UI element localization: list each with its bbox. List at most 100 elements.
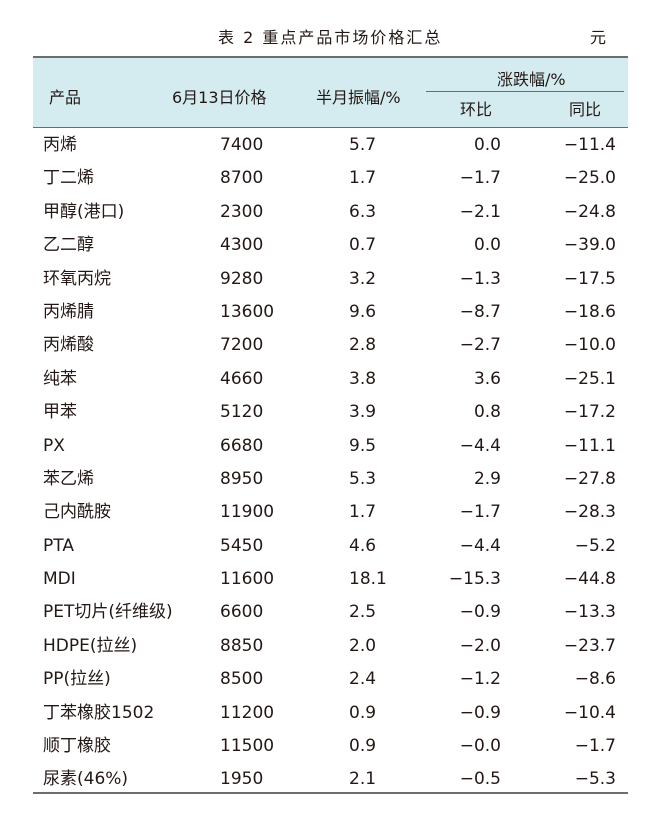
cell-product: HDPE(拉丝) (43, 635, 138, 656)
header-amplitude: 半月振幅/% (316, 88, 401, 107)
cell-price: 11500 (220, 736, 275, 757)
cell-yoy: −24.8 (563, 201, 616, 222)
cell-product: PP(拉丝) (43, 669, 111, 690)
cell-price: 11600 (220, 569, 275, 590)
bottom-rule (33, 792, 628, 794)
table-caption: 表 2 重点产品市场价格汇总 元 (0, 24, 666, 48)
cell-amplitude: 2.4 (349, 669, 377, 690)
cell-amplitude: 9.6 (349, 301, 377, 322)
cell-amplitude: 2.8 (349, 335, 377, 356)
header-bottom-rule (33, 127, 628, 128)
cell-yoy: −8.6 (574, 669, 616, 690)
cell-amplitude: 0.9 (349, 736, 377, 757)
table-body: 丙烯 7400 5.7 0.0 −11.4 丁二烯 8700 1.7 −1.7 −25.0 甲醇(港… (33, 128, 628, 796)
cell-mom: 0.0 (473, 135, 501, 155)
cell-yoy: −27.8 (563, 468, 616, 489)
cell-price: 8500 (220, 669, 264, 690)
cell-yoy: −25.1 (563, 368, 616, 389)
cell-mom: −2.1 (459, 201, 501, 222)
cell-price: 13600 (220, 301, 275, 322)
cell-price: 7400 (220, 135, 264, 155)
cell-yoy: −17.2 (563, 402, 616, 423)
cell-price: 6600 (220, 602, 264, 623)
header-product: 产品 (49, 88, 82, 107)
cell-product: 苯乙烯 (43, 468, 94, 489)
cell-product: PET切片(纤维级) (43, 602, 173, 623)
cell-price: 7200 (220, 335, 264, 356)
change-subrule (426, 91, 624, 92)
cell-yoy: −23.7 (563, 635, 616, 656)
cell-yoy: −5.3 (574, 769, 616, 790)
cell-price: 11900 (220, 502, 275, 523)
cell-yoy: −10.4 (563, 702, 616, 723)
cell-product: 甲苯 (43, 402, 77, 423)
table-unit: 元 (590, 28, 607, 47)
header-yoy: 同比 (569, 100, 602, 119)
table-row: 甲醇(港口) 2300 6.3 −2.1 −24.8 (33, 195, 628, 228)
cell-price: 9280 (220, 268, 264, 289)
table-row: 顺丁橡胶 11500 0.9 −0.0 −1.7 (33, 729, 628, 762)
cell-product: 己内酰胺 (43, 502, 111, 523)
cell-yoy: −28.3 (563, 502, 616, 523)
table-row: PP(拉丝) 8500 2.4 −1.2 −8.6 (33, 662, 628, 695)
cell-amplitude: 0.9 (349, 702, 377, 723)
cell-mom: −1.3 (459, 268, 501, 289)
table-row: 丁二烯 8700 1.7 −1.7 −25.0 (33, 161, 628, 194)
cell-price: 8950 (220, 468, 264, 489)
cell-mom: −4.4 (459, 435, 501, 456)
cell-yoy: −25.0 (563, 168, 616, 189)
table-row: 丁苯橡胶1502 11200 0.9 −0.9 −10.4 (33, 696, 628, 729)
cell-mom: −1.7 (459, 502, 501, 523)
cell-yoy: −17.5 (563, 268, 616, 289)
cell-mom: −0.5 (459, 769, 501, 790)
cell-price: 8700 (220, 168, 264, 189)
cell-price: 5120 (220, 402, 264, 423)
cell-product: 纯苯 (43, 368, 77, 389)
cell-price: 8850 (220, 635, 264, 656)
cell-product: 丙烯酸 (43, 335, 94, 356)
cell-product: 环氧丙烷 (43, 268, 111, 289)
cell-mom: −2.0 (459, 635, 501, 656)
cell-price: 11200 (220, 702, 275, 723)
cell-amplitude: 0.7 (349, 235, 377, 256)
cell-yoy: −5.2 (574, 535, 616, 556)
header-price: 6月13日价格 (172, 88, 267, 107)
cell-yoy: −1.7 (574, 736, 616, 757)
table-row: 己内酰胺 11900 1.7 −1.7 −28.3 (33, 495, 628, 528)
cell-product: MDI (43, 569, 76, 590)
cell-mom: 2.9 (473, 468, 501, 489)
cell-yoy: −11.4 (563, 135, 616, 155)
cell-amplitude: 4.6 (349, 535, 377, 556)
cell-yoy: −10.0 (563, 335, 616, 356)
cell-amplitude: 6.3 (349, 201, 377, 222)
cell-price: 5450 (220, 535, 264, 556)
cell-amplitude: 1.7 (349, 502, 377, 523)
cell-product: 丙烯腈 (43, 301, 94, 322)
table-row: 丙烯酸 7200 2.8 −2.7 −10.0 (33, 328, 628, 361)
cell-amplitude: 2.1 (349, 769, 377, 790)
table-row: PET切片(纤维级) 6600 2.5 −0.9 −13.3 (33, 595, 628, 628)
table-row: 甲苯 5120 3.9 0.8 −17.2 (33, 395, 628, 428)
cell-product: 顺丁橡胶 (43, 736, 111, 757)
cell-product: PTA (43, 535, 74, 556)
cell-mom: 0.0 (473, 235, 501, 256)
cell-amplitude: 2.0 (349, 635, 377, 656)
cell-amplitude: 3.8 (349, 368, 377, 389)
cell-product: 尿素(46%) (43, 769, 129, 790)
cell-product: PX (43, 435, 65, 456)
cell-mom: −2.7 (459, 335, 501, 356)
table-row: HDPE(拉丝) 8850 2.0 −2.0 −23.7 (33, 629, 628, 662)
cell-product: 丙烯 (43, 135, 77, 155)
header-mom: 环比 (460, 100, 493, 119)
cell-amplitude: 3.9 (349, 402, 377, 423)
cell-amplitude: 3.2 (349, 268, 377, 289)
cell-mom: −8.7 (459, 301, 501, 322)
table-title: 表 2 重点产品市场价格汇总 (218, 28, 443, 47)
cell-product: 丁二烯 (43, 168, 94, 189)
cell-price: 4660 (220, 368, 264, 389)
cell-mom: −0.0 (459, 736, 501, 757)
table-row: 乙二醇 4300 0.7 0.0 −39.0 (33, 228, 628, 261)
cell-product: 乙二醇 (43, 235, 94, 256)
table-row: 纯苯 4660 3.8 3.6 −25.1 (33, 362, 628, 395)
table-row: 环氧丙烷 9280 3.2 −1.3 −17.5 (33, 262, 628, 295)
